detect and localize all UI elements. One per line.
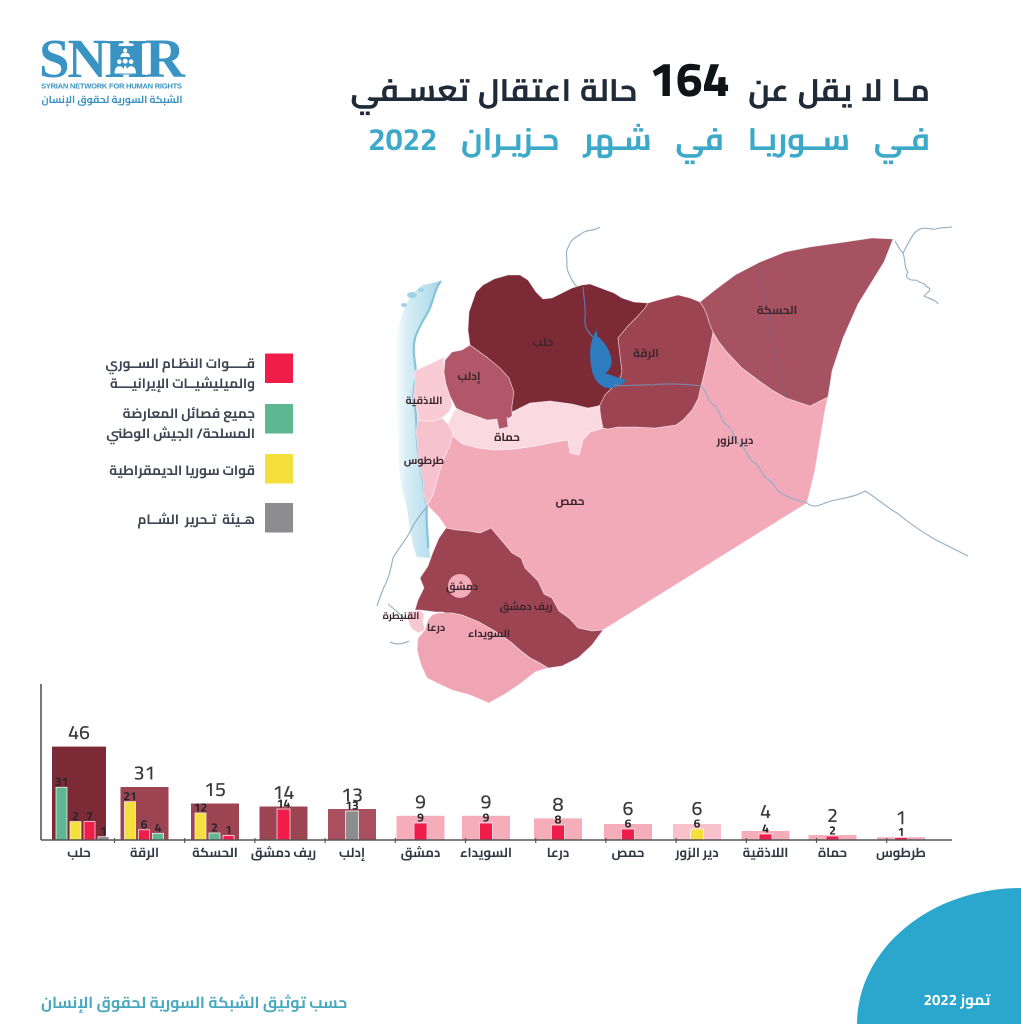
svg-text:SNHR: SNHR: [39, 28, 186, 89]
svg-text:SYRIAN NETWORK FOR HUMAN RIGHT: SYRIAN NETWORK FOR HUMAN RIGHTS: [41, 82, 182, 91]
